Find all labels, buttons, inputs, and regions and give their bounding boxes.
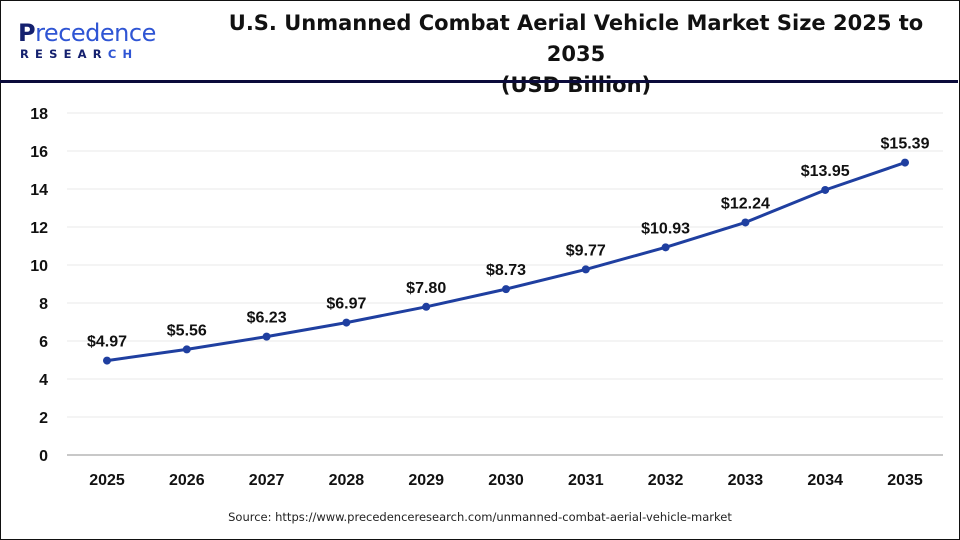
x-tick-label: 2032 bbox=[648, 472, 684, 489]
data-point bbox=[422, 302, 431, 311]
y-tick-label: 6 bbox=[39, 334, 48, 351]
y-tick-label: 18 bbox=[30, 106, 48, 123]
data-label: $15.39 bbox=[881, 136, 930, 153]
gridlines bbox=[67, 112, 943, 456]
x-tick-label: 2027 bbox=[249, 472, 285, 489]
series-market-size bbox=[103, 158, 909, 365]
data-label: $5.56 bbox=[167, 322, 207, 339]
data-point bbox=[581, 265, 590, 274]
data-point bbox=[901, 158, 909, 167]
x-tick-label: 2025 bbox=[89, 472, 125, 489]
data-label: $12.24 bbox=[721, 195, 770, 212]
source-note: Source: https://www.precedenceresearch.c… bbox=[228, 510, 732, 524]
data-label: $6.97 bbox=[326, 296, 366, 313]
data-point bbox=[182, 345, 191, 354]
data-label: $7.80 bbox=[406, 280, 446, 297]
x-tick-label: 2028 bbox=[329, 472, 365, 489]
y-tick-label: 0 bbox=[39, 448, 48, 465]
data-label: $6.23 bbox=[247, 310, 287, 327]
data-point bbox=[502, 285, 510, 294]
data-point bbox=[103, 356, 111, 365]
x-tick-label: 2034 bbox=[807, 472, 843, 489]
y-tick-label: 10 bbox=[30, 258, 48, 275]
logo-subtitle-main: RESEAR bbox=[20, 47, 108, 61]
y-tick-label: 14 bbox=[30, 182, 48, 199]
x-tick-label: 2033 bbox=[728, 472, 764, 489]
y-tick-label: 16 bbox=[30, 144, 48, 161]
data-label: $10.93 bbox=[641, 220, 690, 237]
data-labels: $4.97 $5.56 $6.23 $6.97 $7.80 $8.73 $9.77 $10.9… bbox=[87, 136, 930, 351]
logo-wordmark: Precedence bbox=[18, 20, 156, 46]
y-tick-label: 2 bbox=[39, 410, 48, 427]
logo-subtitle-accent: CH bbox=[107, 47, 139, 61]
chart-title-line1: U.S. Unmanned Combat Aerial Vehicle Mark… bbox=[228, 11, 924, 66]
logo-rest: recedence bbox=[35, 19, 156, 47]
data-point bbox=[262, 332, 271, 341]
data-label: $8.73 bbox=[486, 262, 526, 279]
x-tick-label: 2026 bbox=[169, 472, 205, 489]
logo-initial: P bbox=[18, 19, 36, 47]
precedence-research-logo: Precedence RESEARCH bbox=[18, 20, 168, 64]
data-point bbox=[821, 185, 830, 194]
data-point bbox=[741, 218, 750, 227]
y-axis-tick-labels: 0 2 4 6 8 10 12 14 16 18 bbox=[30, 106, 48, 465]
data-label: $13.95 bbox=[801, 163, 850, 180]
data-label: $9.77 bbox=[566, 242, 606, 259]
logo-subtitle: RESEARCH bbox=[20, 47, 138, 61]
x-axis-tick-labels: 2025 2026 2027 2028 2029 2030 2031 2032 2033 2034… bbox=[89, 472, 923, 489]
x-tick-label: 2029 bbox=[408, 472, 444, 489]
x-tick-label: 2030 bbox=[488, 472, 524, 489]
data-point bbox=[342, 318, 351, 327]
y-tick-label: 8 bbox=[39, 296, 48, 313]
chart-title: U.S. Unmanned Combat Aerial Vehicle Mark… bbox=[200, 8, 952, 101]
chart-title-line2: (USD Billion) bbox=[500, 73, 652, 97]
y-tick-label: 4 bbox=[39, 372, 48, 389]
x-tick-label: 2035 bbox=[887, 472, 923, 489]
x-tick-label: 2031 bbox=[568, 472, 604, 489]
data-point bbox=[661, 243, 670, 252]
y-tick-label: 12 bbox=[30, 220, 48, 237]
data-label: $4.97 bbox=[87, 334, 127, 351]
header-separator bbox=[0, 80, 958, 83]
